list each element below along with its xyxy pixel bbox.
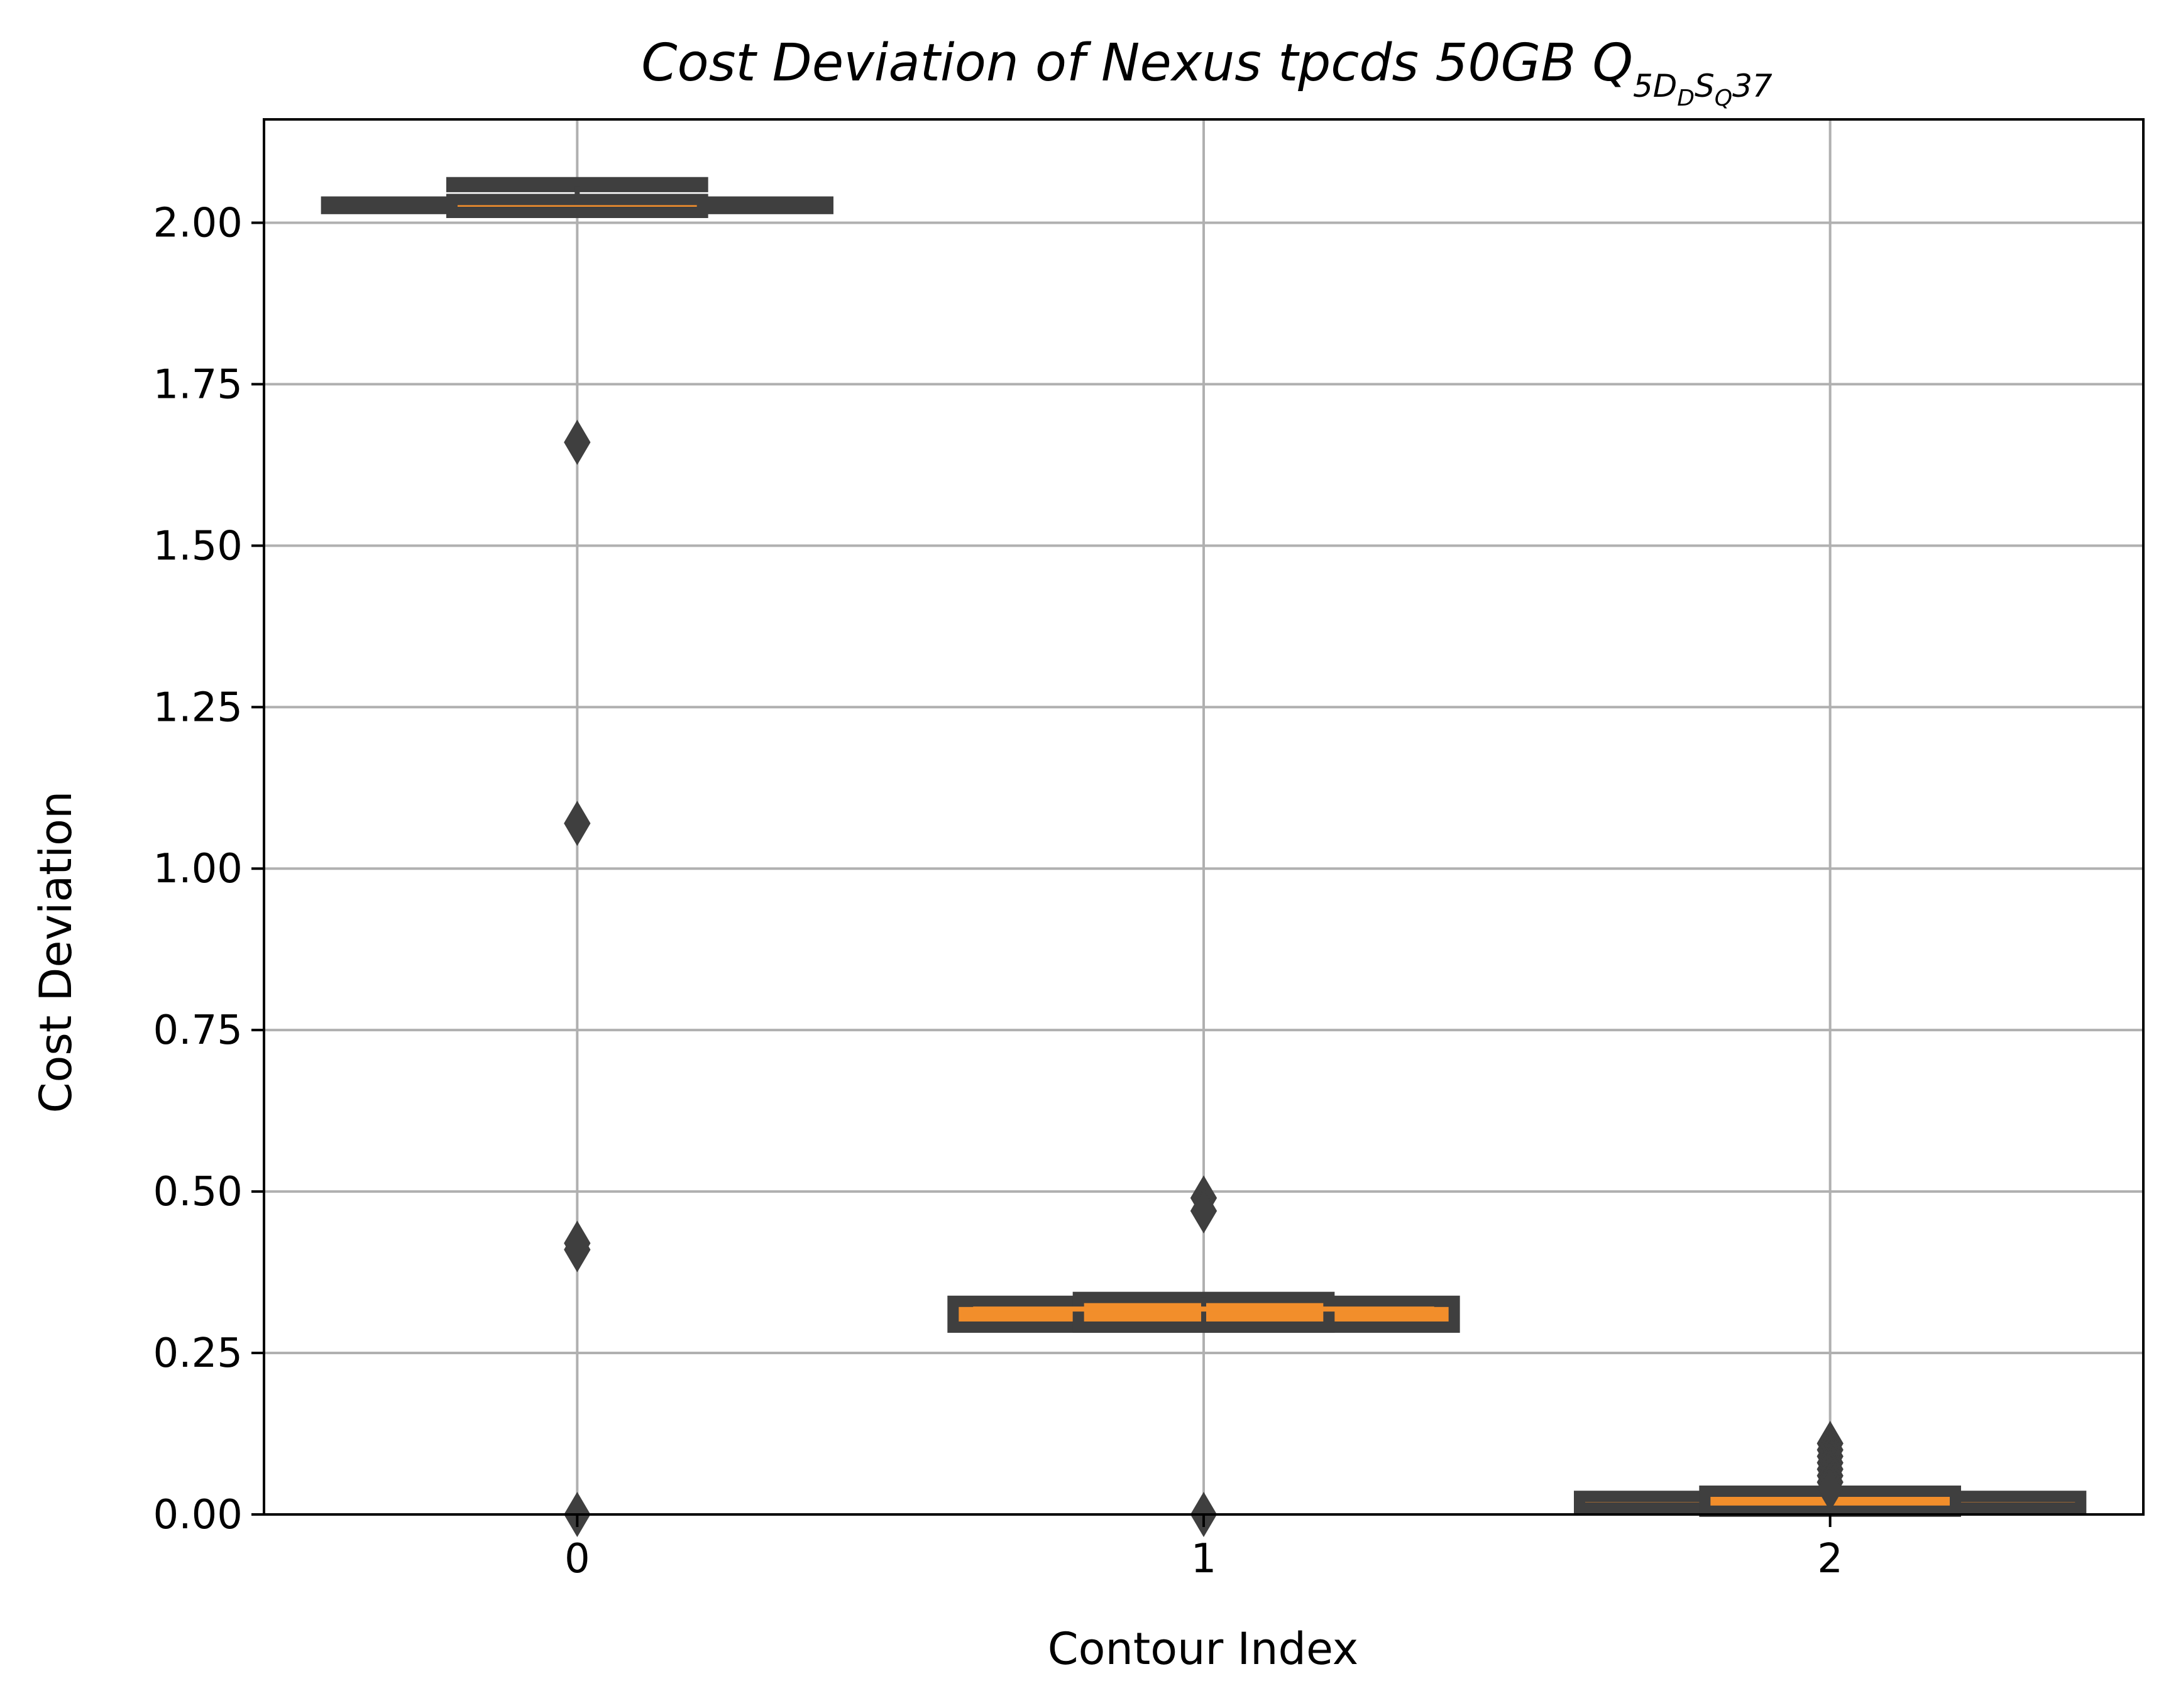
y-tick-label: 0.75 [153, 1007, 243, 1054]
y-tick-label: 0.25 [153, 1330, 243, 1377]
outlier-marker [1190, 1188, 1217, 1234]
y-tick-label: 0.00 [153, 1492, 243, 1538]
outlier-marker [564, 419, 591, 465]
x-tick-label: 0 [564, 1536, 590, 1582]
y-axis-label: Cost Deviation [30, 791, 82, 1114]
y-tick-label: 1.25 [153, 684, 243, 731]
outlier-marker [1816, 1465, 1844, 1511]
chart-title: Cost Deviation of Nexus tpcds 50GB Q5DDS… [641, 33, 1773, 111]
box-segment [446, 177, 708, 192]
y-tick-label: 1.50 [153, 523, 243, 569]
y-tick-label: 1.75 [153, 361, 243, 408]
x-axis-label: Contour Index [1048, 1623, 1358, 1675]
outlier-marker [564, 1227, 591, 1273]
x-tick-label: 1 [1191, 1536, 1217, 1582]
y-tick-label: 0.50 [153, 1169, 243, 1215]
y-tick-label: 2.00 [153, 200, 243, 246]
plot-area: 0.00 0.25 0.50 0.75 1.00 1.25 1.50 1.75 2.00 0 1 2 [153, 118, 2145, 1582]
outlier-marker [564, 801, 591, 846]
y-tick-label: 1.00 [153, 846, 243, 892]
x-tick-label: 2 [1817, 1536, 1843, 1582]
